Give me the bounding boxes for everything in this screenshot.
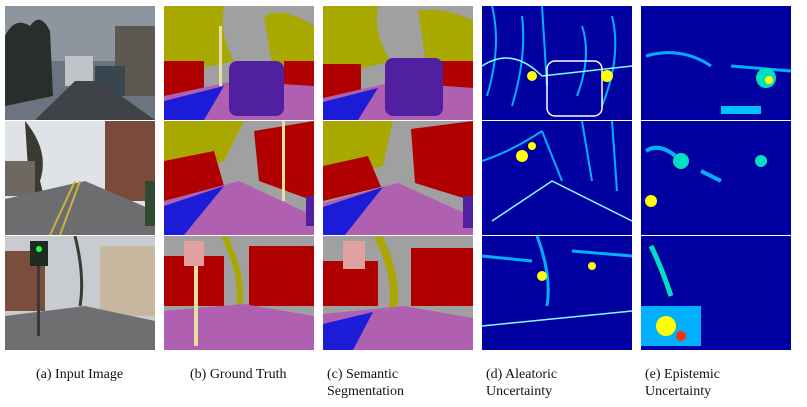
epistemic-row-2 <box>641 121 791 235</box>
segmentation-row-3 <box>323 236 473 350</box>
caption-ground-truth: (b) Ground Truth <box>190 367 287 382</box>
ground-truth-row-1 <box>164 6 314 120</box>
segmentation-row-2 <box>323 121 473 235</box>
segmentation-row-1 <box>323 6 473 120</box>
caption-semantic-segmentation: (c) Semantic Segmentation <box>327 367 404 399</box>
caption-input-image: (a) Input Image <box>36 367 124 382</box>
aleatoric-row-3 <box>482 236 632 350</box>
caption-aleatoric-uncertainty: (d) Aleatoric Uncertainty <box>486 367 558 399</box>
input-image-row-2 <box>5 121 155 235</box>
aleatoric-row-2 <box>482 121 632 235</box>
input-image-row-1 <box>5 6 155 120</box>
epistemic-row-1 <box>641 6 791 120</box>
ground-truth-row-2 <box>164 121 314 235</box>
epistemic-row-3 <box>641 236 791 350</box>
aleatoric-row-1 <box>482 6 632 120</box>
input-image-row-3 <box>5 236 155 350</box>
ground-truth-row-3 <box>164 236 314 350</box>
caption-epistemic-uncertainty: (e) Epistemic Uncertainty <box>645 367 721 399</box>
